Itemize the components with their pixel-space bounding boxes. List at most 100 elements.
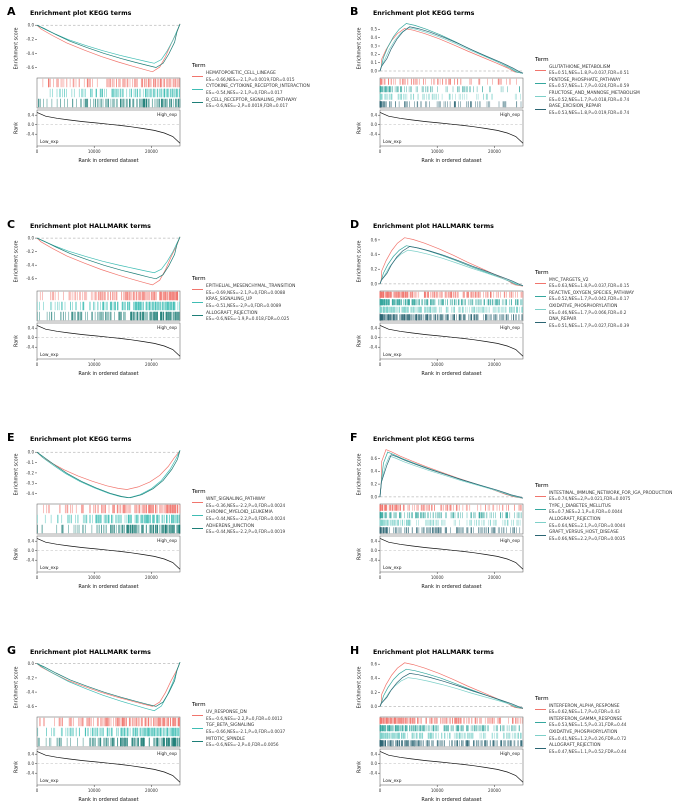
legend-term-stats: ES=0.63,NES=1.8,P=0.037,FDR=0.15 [549, 283, 630, 289]
x-axis-label: Rank in ordered dataset [421, 584, 481, 590]
x-tick-label: 20000 [488, 575, 501, 580]
enrichment-curve [36, 662, 181, 707]
legend-color-swatch [192, 315, 203, 317]
x-tick-label: 0 [36, 788, 39, 793]
panel-body: Enrichment plot KEGG terms Enrichment sc… [353, 8, 687, 166]
legend-term-name: HEMATOPOIETIC_CELL_LINEAGE [206, 71, 276, 77]
legend-item: INTESTINAL_IMMUNE_NETWORK_FOR_IGA_PRODUC… [535, 491, 685, 502]
low-group-label: Low_exp [40, 352, 59, 358]
gsea-panel-B: B Enrichment plot KEGG terms Enrichment … [345, 2, 687, 215]
x-tick-label: 20000 [488, 362, 501, 367]
plot-title: Enrichment plot HALLMARK terms [373, 223, 494, 230]
legend-color-swatch [535, 495, 546, 497]
panel-letter: D [350, 218, 360, 231]
plot-area: Enrichment plot HALLMARK terms Enrichmen… [10, 221, 188, 379]
legend-term-stats: ES=-0.66,NES=-2.1,P=0.0019,FDR=0.015 [206, 76, 295, 82]
gsea-panel-A: A Enrichment plot KEGG terms Enrichment … [2, 2, 345, 215]
enrichment-curve [36, 662, 181, 712]
hit-ticks [49, 88, 180, 98]
legend-term: KRAS_SIGNALING_UP ES=-0.51,NES=-2,P=0,FD… [206, 297, 281, 308]
legend-term: INTERFERON_ALPHA_RESPONSE ES=0.62,NES=1.… [549, 704, 620, 715]
hit-ticks [379, 717, 523, 724]
es-axis-label: Enrichment score [357, 240, 363, 282]
rank-panel-border [36, 322, 181, 360]
panel-letter: C [7, 218, 16, 231]
es-tick-label: -0.3 [26, 481, 34, 486]
legend-term-stats: ES=0.46,NES=1.7,P=0.066,FDR=0.2 [549, 309, 627, 315]
hits-panel-border [36, 503, 181, 535]
legend-color-swatch [192, 515, 203, 517]
es-axis-label: Enrichment score [357, 27, 363, 69]
legend-title: Term [535, 56, 549, 63]
legend-color-swatch [192, 102, 203, 104]
legend-term: CHRONIC_MYELOID_LEUKEMIA ES=-0.44,NES=-2… [206, 510, 285, 521]
legend-item: CYTOKINE_CYTOKINE_RECEPTOR_INTERACTION E… [192, 84, 341, 95]
legend-title: Term [535, 269, 549, 276]
legend-term: BASE_EXCISION_REPAIR ES=0.53,NES=1.8,P=0… [549, 104, 629, 115]
enrichment-curve [379, 455, 524, 499]
enrichment-curve [36, 236, 181, 274]
rank-metric-curve [36, 112, 181, 144]
x-tick-label: 0 [379, 575, 382, 580]
panel-body: Enrichment plot HALLMARK terms Enrichmen… [10, 221, 343, 379]
legend-term-name: DNA_REPAIR [549, 317, 577, 323]
legend-term-name: OXIDATIVE_PHOSPHORYLATION [549, 730, 618, 735]
plot-area: Enrichment plot HALLMARK terms Enrichmen… [353, 647, 531, 805]
es-tick-label: 0.1 [371, 60, 378, 65]
rank-axis-label: Rank [14, 122, 20, 134]
enrichment-curve [379, 28, 524, 74]
x-tick-label: 0 [36, 362, 39, 367]
legend-color-swatch [535, 282, 546, 284]
legend-term-stats: ES=-0.6,NES=-2.2,P=0,FDR=0.0012 [206, 715, 283, 721]
x-axis-label: Rank in ordered dataset [78, 158, 138, 164]
hits-panel-border [36, 716, 181, 748]
rank-panel-border [36, 535, 181, 573]
legend-term-name: REACTIVE_OXYGEN_SPECIES_PATHWAY [549, 290, 635, 296]
legend-term: TGF_BETA_SIGNALING ES=-0.66,NES=-2.1,P=0… [206, 723, 285, 734]
es-axis-label: Enrichment score [357, 666, 363, 708]
rank-tick-label: -0.4 [369, 558, 377, 563]
rank-metric-curve [36, 538, 181, 570]
legend-item: ALLOGRAFT_REJECTION ES=-0.6,NES=-1.9,P=0… [192, 311, 341, 322]
hit-ticks [39, 717, 180, 727]
legend-term: INTERFERON_GAMMA_RESPONSE ES=0.53,NES=1.… [549, 717, 626, 728]
legend-item: ADHERENS_JUNCTION ES=-0.44,NES=-2.2,P=0,… [192, 524, 341, 535]
legend-term-stats: ES=-0.51,NES=-2,P=0,FDR=0.0089 [206, 302, 282, 308]
legend-term-name: TYPE_I_DIABETES_MELLITUS [549, 503, 611, 509]
plot-area: Enrichment plot HALLMARK terms Enrichmen… [353, 221, 531, 379]
hit-ticks [379, 527, 521, 534]
plot-title: Enrichment plot KEGG terms [373, 10, 475, 17]
legend: Term UV_RESPONSE_DN ES=-0.6,NES=-2.2,P=0… [188, 702, 343, 749]
legend-term-stats: ES=0.66,NES=2.2,P=0,FDR=0.0035 [549, 535, 626, 541]
legend-title: Term [535, 482, 549, 489]
legend-term-name: CYTOKINE_CYTOKINE_RECEPTOR_INTERACTION [206, 84, 310, 90]
gsea-panel-E: E Enrichment plot KEGG terms Enrichment … [2, 428, 345, 641]
es-tick-label: 0.2 [371, 267, 378, 272]
legend: Term INTESTINAL_IMMUNE_NETWORK_FOR_IGA_P… [531, 483, 687, 543]
legend-term-name: INTERFERON_GAMMA_RESPONSE [549, 716, 623, 722]
hit-ticks [37, 311, 180, 321]
legend-term-name: ALLOGRAFT_REJECTION [549, 517, 601, 522]
high-group-label: High_exp [157, 325, 177, 331]
legend-term-stats: ES=0.74,NES=2,P=0.021,FDR=0.0075 [549, 496, 631, 502]
plot-title: Enrichment plot HALLMARK terms [30, 223, 151, 230]
legend-term-name: PENTOSE_PHOSPHATE_PATHWAY [549, 77, 621, 83]
plot-area: Enrichment plot KEGG terms Enrichment sc… [10, 434, 188, 592]
hit-ticks [37, 514, 180, 524]
enrichment-curve [379, 673, 524, 709]
legend-item: ALLOGRAFT_REJECTION ES=0.47,NES=1.1,P=0.… [535, 743, 685, 754]
high-group-label: High_exp [157, 112, 177, 118]
rank-tick-label: -0.4 [369, 132, 377, 137]
es-tick-label: 0.0 [28, 450, 35, 455]
es-axis-label: Enrichment score [14, 27, 20, 69]
es-tick-label: 0.2 [371, 52, 378, 57]
x-axis-label: Rank in ordered dataset [78, 584, 138, 590]
x-tick-label: 20000 [145, 788, 158, 793]
legend-term-name: KRAS_SIGNALING_UP [206, 297, 252, 303]
legend-color-swatch [535, 734, 546, 736]
legend-term-stats: ES=0.52,NES=1.7,P=0.042,FDR=0.17 [549, 296, 630, 302]
es-tick-label: -0.4 [26, 263, 34, 268]
es-tick-label: 0.6 [371, 237, 378, 242]
enrichment-curve [379, 246, 524, 287]
legend-color-swatch [192, 528, 203, 530]
